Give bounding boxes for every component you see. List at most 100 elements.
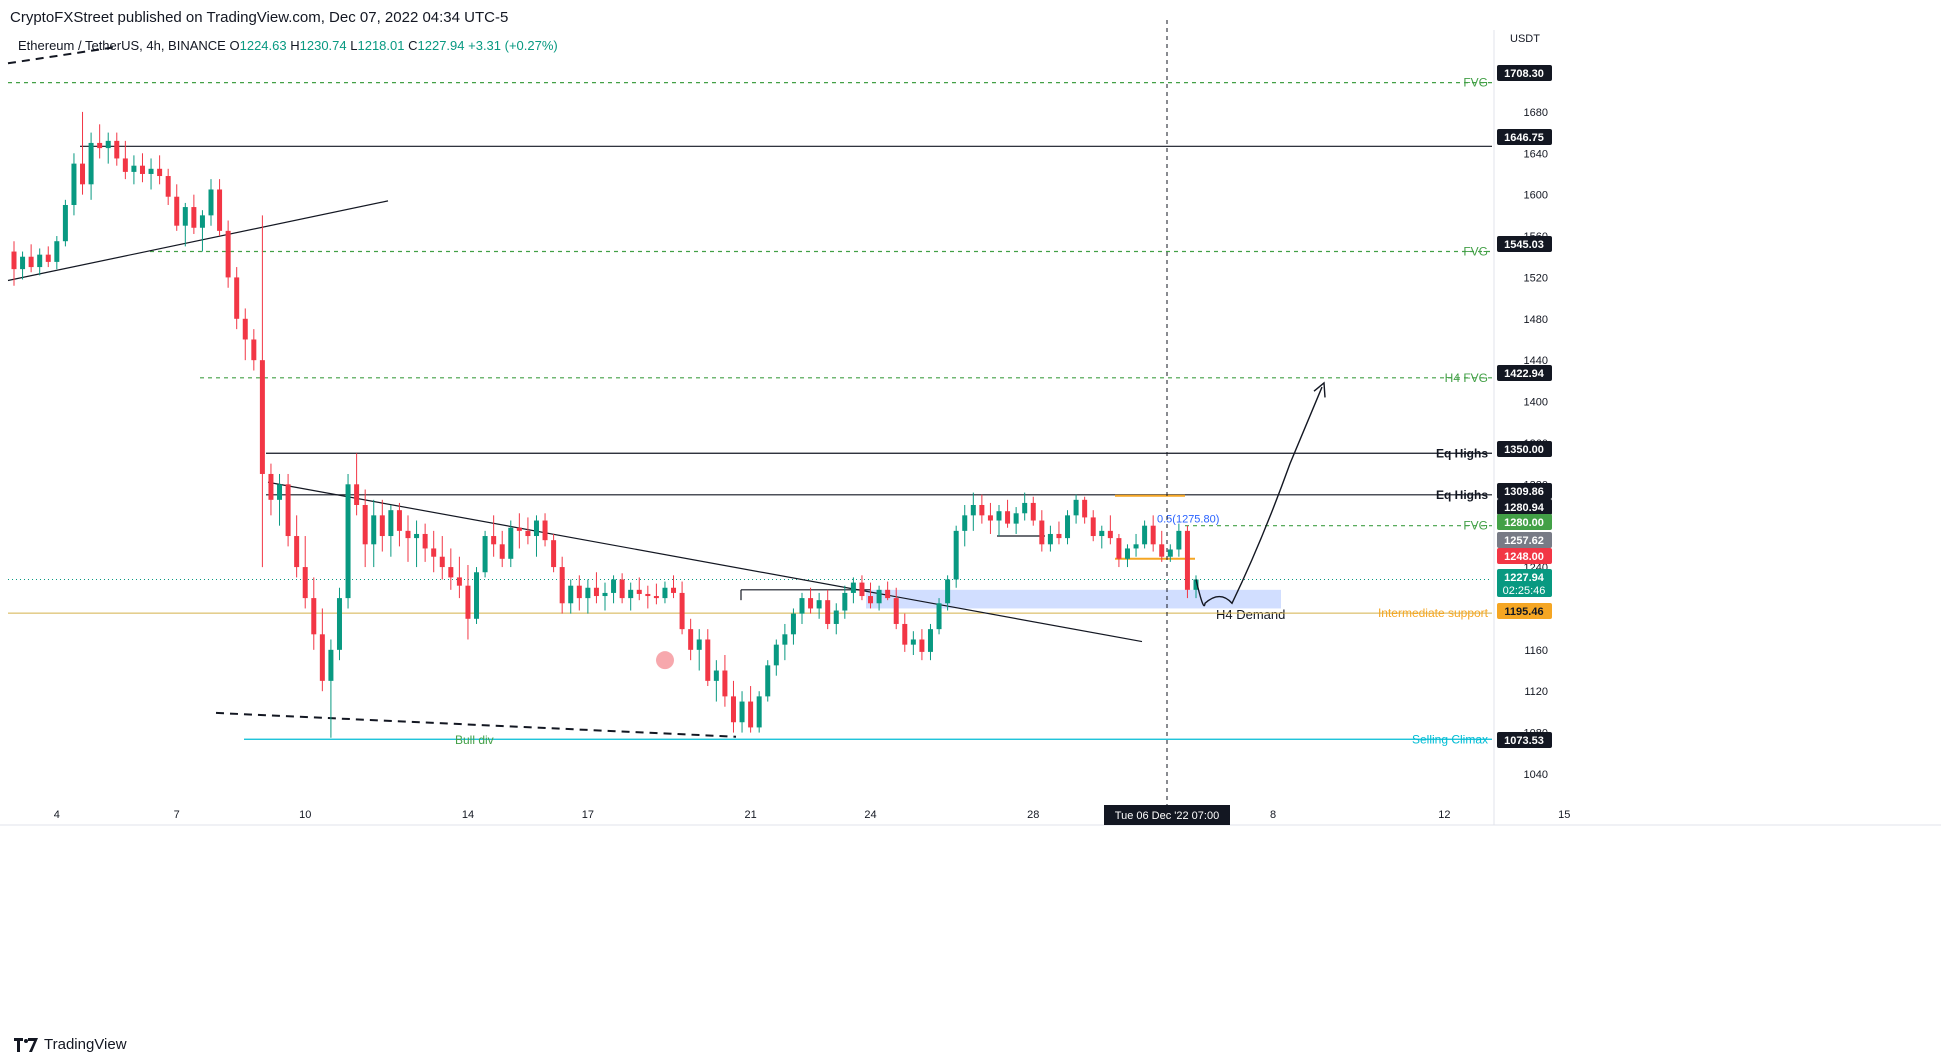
candle-body <box>499 544 505 559</box>
candle-body <box>996 511 1002 521</box>
candle-body <box>28 256 34 268</box>
candle-body <box>602 592 608 597</box>
candle-body <box>114 140 120 159</box>
candle-body <box>739 701 745 723</box>
y-tick-label: 1440 <box>1524 355 1548 367</box>
level-label: FVG <box>1463 519 1488 533</box>
candle-body <box>148 168 154 174</box>
candle-body <box>139 165 145 174</box>
candle-body <box>45 254 51 262</box>
candle-body <box>157 168 163 177</box>
price-label-box <box>1497 603 1552 619</box>
candle-body <box>11 251 17 270</box>
candle-body <box>765 665 771 697</box>
candle-body <box>71 163 77 205</box>
candle-body <box>396 510 402 531</box>
candle-body <box>1090 517 1096 537</box>
candle-body <box>336 598 342 650</box>
level-label: Intermediate support <box>1378 606 1489 620</box>
candle-body <box>868 596 874 604</box>
candle-body <box>962 515 968 531</box>
candle-body <box>576 585 582 599</box>
candle-body <box>1013 513 1019 524</box>
candle-body <box>1159 544 1165 557</box>
level-label: Selling Climax <box>1412 732 1488 746</box>
candle-body <box>927 629 933 652</box>
candle-body <box>987 515 993 521</box>
candle-body <box>696 639 702 650</box>
candle-body <box>277 484 283 500</box>
candle-body <box>345 484 351 599</box>
candle-body <box>465 585 471 619</box>
y-tick-label: 1160 <box>1524 645 1548 657</box>
candle-body <box>722 670 728 697</box>
candle-body <box>859 582 865 597</box>
candle-body <box>756 696 762 728</box>
candle-body <box>679 592 685 630</box>
candle-body <box>37 254 43 268</box>
candle-body <box>1133 544 1139 549</box>
candle-body <box>199 215 205 228</box>
candle-body <box>611 579 617 593</box>
candle-body <box>936 603 942 630</box>
price-label-box <box>1497 441 1552 457</box>
candle-body <box>431 548 437 557</box>
candle-body <box>182 207 188 226</box>
candle-body <box>122 158 128 172</box>
price-label-box <box>1497 365 1552 381</box>
candle-body <box>559 567 565 604</box>
price-label-text: 1280.94 <box>1504 502 1545 514</box>
price-label-text: 1309.86 <box>1504 486 1544 498</box>
demand-zone <box>866 589 1281 609</box>
candle-body <box>362 505 368 545</box>
price-label-box <box>1497 129 1552 145</box>
price-label-box <box>1497 499 1552 515</box>
candle-body <box>354 484 360 505</box>
candle-body <box>97 142 103 149</box>
fib-label: 0.5(1275.80) <box>1157 514 1219 526</box>
candle-body <box>773 644 779 666</box>
x-tick-label: 17 <box>582 809 594 821</box>
x-tick-label: 28 <box>1027 809 1039 821</box>
y-tick-label: 1640 <box>1524 148 1548 160</box>
candle-body <box>688 629 694 650</box>
candle-body <box>268 473 274 500</box>
candle-body <box>448 567 454 578</box>
candle-body <box>653 596 659 599</box>
candle-body <box>1193 579 1199 590</box>
candle-body <box>919 639 925 652</box>
candle-body <box>799 598 805 614</box>
candle-body <box>619 579 625 599</box>
candle-body <box>1073 499 1079 516</box>
candle-body <box>713 670 719 681</box>
price-label-text: 1646.75 <box>1504 132 1544 144</box>
candle-body <box>474 572 480 619</box>
candle-body <box>88 142 94 185</box>
candle-body <box>20 256 26 270</box>
candle-body <box>165 176 171 197</box>
price-label-box <box>1497 483 1552 499</box>
candle-body <box>1184 530 1190 590</box>
candle-body <box>491 536 497 545</box>
candle-body <box>80 163 86 185</box>
y-tick-label: 1400 <box>1524 397 1548 409</box>
candle-body <box>568 585 574 604</box>
candle-body <box>54 241 60 262</box>
candle-body <box>945 579 951 604</box>
candle-body <box>705 639 711 681</box>
candle-body <box>311 598 317 635</box>
candle-body <box>525 530 531 537</box>
high-label: H <box>290 38 300 53</box>
candle-body <box>551 540 557 568</box>
descending-trendline <box>267 481 1143 643</box>
candle-body <box>1099 530 1105 537</box>
candle-body <box>191 207 197 228</box>
candle-body <box>1176 530 1182 550</box>
price-label-text: 1708.30 <box>1504 68 1544 80</box>
y-tick-label: 1120 <box>1524 686 1548 698</box>
candle-body <box>285 484 291 537</box>
projection-arrowhead <box>1313 381 1326 398</box>
candle-body <box>1047 533 1053 545</box>
price-label-text: 1248.00 <box>1504 551 1544 563</box>
